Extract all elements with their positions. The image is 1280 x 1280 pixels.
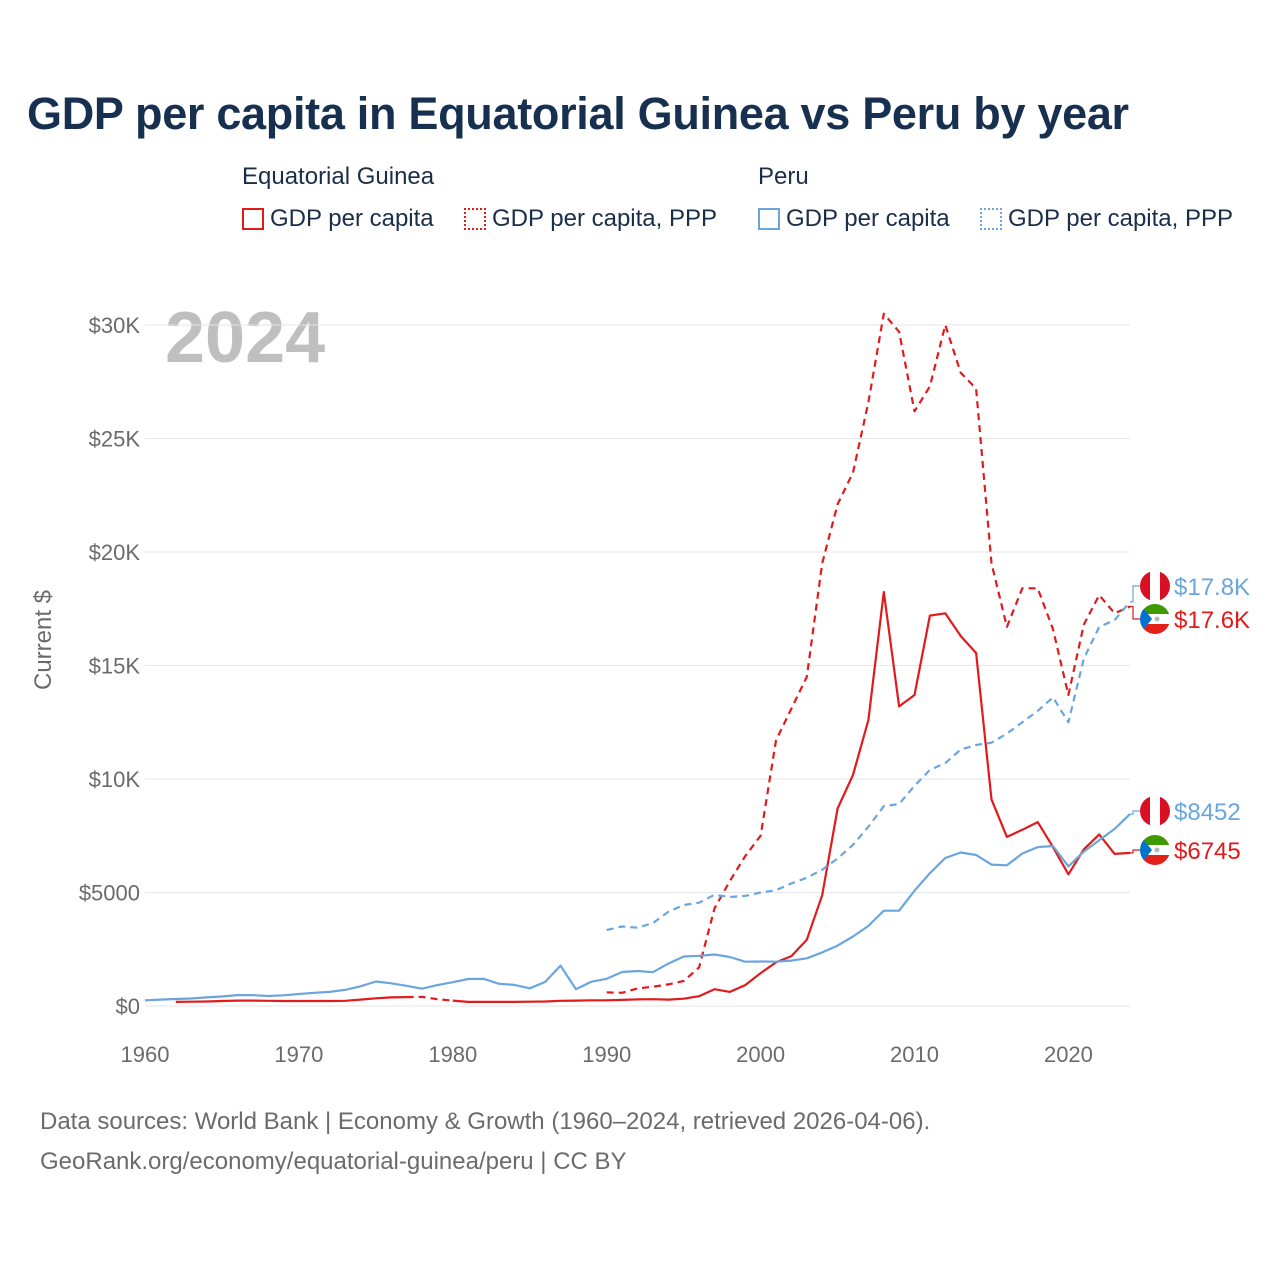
legend-eg-ppp[interactable]: GDP per capita, PPP (464, 205, 717, 233)
chart-title: GDP per capita in Equatorial Guinea vs P… (27, 88, 1129, 139)
y-tick-label-0: $0 (116, 994, 140, 1019)
x-tick-label-1960: 1960 (121, 1042, 170, 1067)
legend-eg-ppp-swatch (464, 208, 486, 230)
end-label-eg_ppp: $17.6K (1174, 607, 1250, 634)
series-line-0-seg-1 (406, 995, 453, 1002)
series-line-2-seg-0 (144, 813, 1131, 1002)
end-label-pe_gdp: $8452 (1174, 799, 1241, 826)
end-label-eg_gdp: $6745 (1174, 838, 1241, 865)
legend-pe-ppp-swatch (980, 208, 1002, 230)
equatorial-guinea-flag-icon-eg_ppp (1140, 604, 1170, 634)
series-line-0-seg-0 (175, 996, 407, 1003)
series-line-3-seg-0 (606, 601, 1131, 932)
y-tick-label-20000: $20K (89, 540, 141, 565)
legend-eg-gdp-label: GDP per capita (270, 205, 434, 232)
equatorial-guinea-flag-icon-eg_gdp (1140, 835, 1170, 865)
end-connector-eg_gdp (1130, 849, 1140, 854)
peru-flag-icon-pe_gdp (1140, 796, 1170, 826)
series-line-0-seg-2 (452, 590, 1131, 1004)
peru-flag-icon-pe_ppp (1140, 571, 1170, 601)
footer-credit: GeoRank.org/economy/equatorial-guinea/pe… (40, 1148, 627, 1175)
y-tick-label-5000: $5000 (79, 881, 140, 906)
legend-group-equatorial-guinea: Equatorial Guinea (242, 163, 435, 190)
x-tick-label-2020: 2020 (1044, 1042, 1093, 1067)
end-label-pe_ppp: $17.8K (1174, 574, 1250, 601)
x-tick-label-2010: 2010 (890, 1042, 939, 1067)
legend-eg-gdp[interactable]: GDP per capita (242, 205, 434, 233)
year-watermark: 2024 (165, 298, 325, 378)
y-tick-label-30000: $30K (89, 313, 141, 338)
legend-pe-gdp[interactable]: GDP per capita (758, 205, 950, 233)
y-axis-label: Current $ (30, 590, 57, 690)
legend-eg-gdp-swatch (242, 208, 264, 230)
legend-pe-gdp-swatch (758, 208, 780, 230)
y-tick-label-25000: $25K (89, 427, 141, 452)
x-tick-label-1980: 1980 (428, 1042, 477, 1067)
end-connector-pe_ppp (1130, 585, 1140, 603)
x-tick-label-1970: 1970 (274, 1042, 323, 1067)
x-tick-label-1990: 1990 (582, 1042, 631, 1067)
legend-pe-ppp[interactable]: GDP per capita, PPP (980, 205, 1233, 233)
legend-eg-ppp-label: GDP per capita, PPP (492, 205, 717, 232)
end-connector-eg_ppp (1130, 605, 1140, 620)
y-tick-label-10000: $10K (89, 767, 141, 792)
footer-sources: Data sources: World Bank | Economy & Gro… (40, 1108, 931, 1135)
series-line-1-seg-0 (606, 312, 1131, 994)
x-tick-label-2000: 2000 (736, 1042, 785, 1067)
legend-pe-ppp-label: GDP per capita, PPP (1008, 205, 1233, 232)
y-tick-label-15000: $15K (89, 654, 141, 679)
end-connector-pe_gdp (1130, 810, 1140, 815)
legend-group-peru: Peru (758, 163, 809, 190)
legend-pe-gdp-label: GDP per capita (786, 205, 950, 232)
